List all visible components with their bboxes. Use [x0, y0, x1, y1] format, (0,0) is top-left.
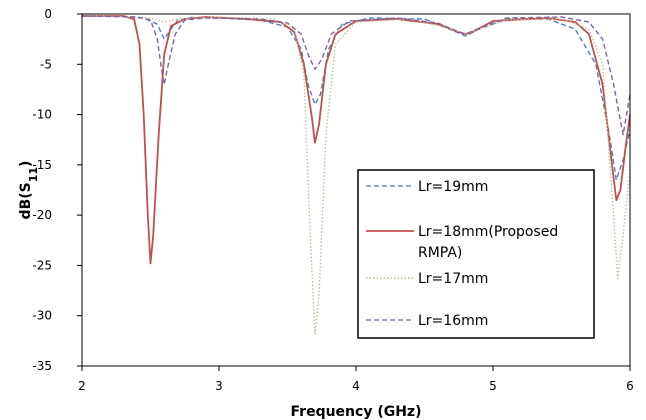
y-tick-label: -5	[40, 57, 52, 71]
series-line-3	[81, 15, 631, 136]
y-tick-label: -25	[32, 258, 52, 272]
series-line-1	[82, 15, 631, 265]
y-tick-label: 0	[44, 7, 52, 21]
legend-label-lr19: Lr=19mm	[418, 179, 488, 195]
x-tick-label: 5	[489, 379, 497, 393]
series-lines	[81, 14, 631, 335]
legend: Lr=19mm Lr=18mm(Proposed RMPA) Lr=17mm L…	[357, 169, 595, 339]
x-tick-label: 3	[215, 379, 223, 393]
y-tick-label: -35	[32, 359, 52, 373]
legend-label-lr17: Lr=17mm	[418, 271, 488, 287]
y-axis-title-main: dB(S	[18, 182, 34, 219]
y-axis-title-subscript: 11	[27, 167, 40, 182]
y-axis-title: dB(S11)	[18, 161, 40, 220]
legend-label-lr18-line1: Lr=18mm(Proposed	[418, 224, 558, 240]
y-tick-label: -15	[32, 158, 52, 172]
y-tick-label: -20	[32, 208, 52, 222]
x-tick-label: 2	[78, 379, 86, 393]
legend-label-lr16: Lr=16mm	[418, 313, 488, 329]
legend-label-lr18: Lr=18mm(Proposed RMPA)	[418, 224, 563, 261]
y-axis-title-close: )	[18, 161, 34, 167]
series-line-2	[81, 14, 631, 335]
x-axis-ticks: 2 3 4 5 6	[78, 366, 634, 393]
y-tick-label: -10	[32, 108, 52, 122]
x-tick-label: 4	[352, 379, 360, 393]
x-axis-title: Frequency (GHz)	[291, 404, 422, 420]
legend-box	[357, 169, 595, 339]
y-tick-label: -30	[32, 309, 52, 323]
y-axis-ticks: 0 -5 -10 -15 -20 -25 -30 -35	[32, 7, 82, 373]
legend-label-lr18-line2: RMPA)	[418, 245, 462, 261]
x-tick-label: 6	[626, 379, 634, 393]
